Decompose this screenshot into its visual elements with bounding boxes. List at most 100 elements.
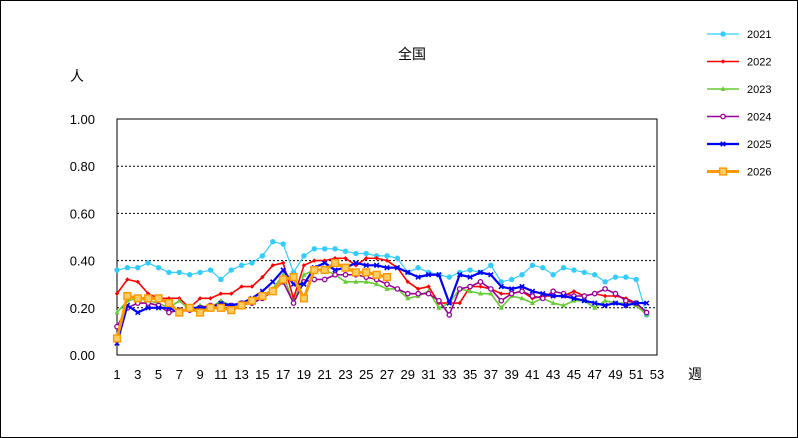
data-point — [279, 275, 288, 284]
data-point — [643, 309, 650, 316]
data-point — [550, 293, 556, 299]
series-2022 — [114, 256, 649, 315]
y-tick-label: 0.80 — [70, 159, 95, 174]
data-point — [144, 294, 153, 303]
data-point — [571, 295, 577, 302]
x-tick-label: 21 — [317, 367, 331, 382]
data-point — [332, 267, 338, 273]
legend-entry: 2022 — [707, 57, 771, 69]
data-point — [207, 267, 214, 273]
data-point — [426, 284, 431, 289]
x-tick-label: 47 — [587, 367, 601, 382]
data-point — [289, 273, 298, 282]
data-point — [299, 294, 309, 303]
data-point — [364, 256, 369, 261]
x-tick-label: 3 — [134, 367, 141, 382]
x-tick-label: 29 — [401, 367, 415, 382]
data-point — [197, 296, 203, 301]
data-point — [227, 306, 236, 315]
series-2021 — [114, 239, 650, 318]
data-point — [415, 264, 421, 271]
data-point — [405, 269, 411, 276]
data-point — [415, 274, 421, 280]
x-tick-label: 19 — [297, 367, 311, 382]
legend-entry: 2025 — [707, 139, 771, 151]
data-point — [259, 253, 266, 259]
grid-layer — [117, 165, 657, 309]
data-point — [330, 258, 340, 268]
y-axis-label: 人 — [70, 69, 84, 85]
data-point — [592, 304, 598, 310]
data-point — [550, 288, 557, 295]
data-point — [571, 267, 577, 273]
data-point — [311, 246, 318, 252]
data-point — [571, 297, 577, 303]
data-point — [602, 297, 608, 303]
data-point — [415, 290, 422, 297]
data-point — [561, 302, 566, 308]
data-point — [301, 253, 307, 259]
data-point — [332, 271, 338, 278]
data-point — [498, 279, 504, 285]
data-point — [112, 334, 122, 343]
data-point — [508, 290, 515, 297]
x-tick-label: 9 — [196, 367, 203, 382]
data-point — [239, 284, 244, 289]
data-point — [301, 263, 307, 268]
data-point — [155, 264, 162, 271]
data-point — [155, 305, 162, 311]
data-point — [321, 246, 328, 252]
x-tick-label: 37 — [484, 367, 498, 382]
legend-label: 2026 — [747, 167, 771, 179]
data-point — [581, 297, 588, 304]
data-point — [312, 258, 317, 263]
data-point — [176, 297, 182, 303]
data-point — [602, 302, 608, 309]
x-tick-label: 25 — [359, 367, 373, 382]
data-point — [591, 300, 598, 306]
data-point — [270, 263, 275, 268]
data-point — [550, 300, 556, 305]
x-tick-label: 53 — [650, 367, 664, 382]
data-point — [446, 300, 453, 306]
legend-entry: 2023 — [707, 84, 771, 96]
x-tick-label: 5 — [155, 367, 162, 382]
data-point — [237, 301, 246, 310]
data-point — [320, 265, 329, 275]
data-point — [436, 297, 442, 304]
data-point — [720, 113, 726, 120]
data-point — [519, 295, 525, 301]
data-point — [415, 286, 421, 292]
data-point — [176, 269, 183, 276]
data-point — [341, 263, 350, 272]
data-point — [353, 278, 359, 284]
data-point — [477, 269, 484, 276]
data-point — [488, 262, 494, 269]
x-tick-label: 7 — [176, 367, 183, 382]
series-line — [116, 273, 648, 328]
data-point — [332, 246, 338, 252]
data-point — [374, 281, 380, 287]
plot-area — [116, 118, 658, 356]
data-point — [321, 260, 328, 266]
data-point — [372, 270, 381, 279]
legend-label: 2022 — [747, 57, 771, 69]
data-point — [363, 262, 369, 269]
data-point — [258, 291, 267, 301]
data-point — [343, 278, 348, 284]
legend-label: 2023 — [747, 84, 771, 96]
data-point — [135, 264, 141, 271]
data-point — [720, 59, 726, 64]
data-point — [363, 278, 369, 284]
data-point — [206, 303, 215, 312]
data-point — [384, 281, 390, 288]
data-point — [145, 305, 151, 311]
data-point — [135, 309, 141, 316]
data-point — [519, 288, 525, 295]
series-2024 — [114, 271, 650, 330]
x-tick-label: 15 — [255, 367, 269, 382]
data-point — [519, 283, 525, 290]
data-point — [114, 309, 120, 315]
data-point — [394, 286, 401, 292]
data-point — [622, 297, 629, 304]
